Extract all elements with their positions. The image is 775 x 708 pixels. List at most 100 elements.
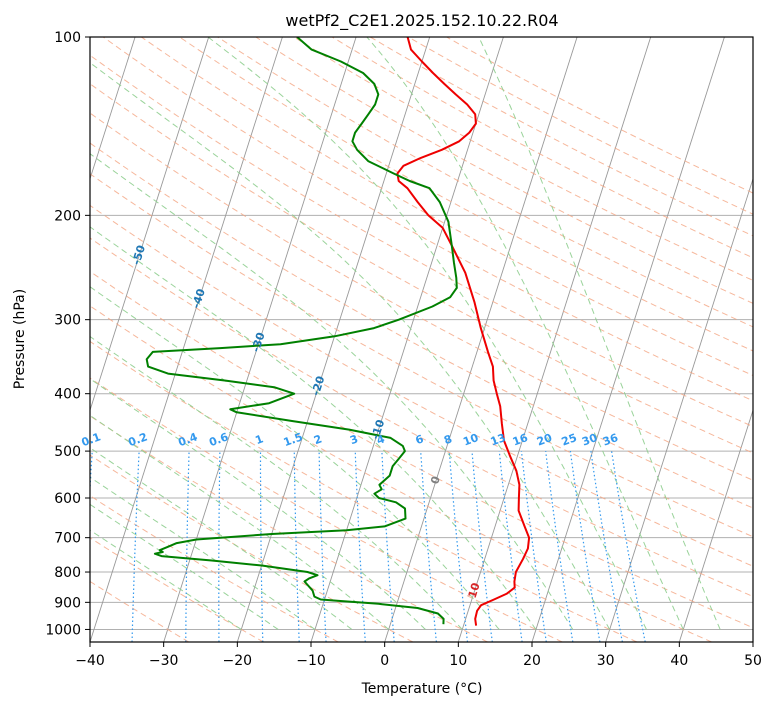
mixing-ratio-label: 6 xyxy=(414,432,426,447)
x-tick-label: 30 xyxy=(597,653,615,669)
dry-adiabat-line xyxy=(90,580,190,642)
mixing-ratio-label: 0.1 xyxy=(80,430,103,449)
isotherm-label: 0 xyxy=(428,474,443,486)
y-axis-title: Pressure (hPa) xyxy=(12,289,28,389)
background-lines xyxy=(0,37,753,642)
x-axis-title: Temperature (°C) xyxy=(361,681,483,697)
dry-adiabat-line xyxy=(90,415,488,642)
moist-adiabat-line xyxy=(90,286,500,630)
isotherm-line xyxy=(163,37,357,642)
mixing-ratio-label: 0.2 xyxy=(127,430,150,449)
y-tick-label: 100 xyxy=(54,30,81,46)
y-tick-label: 200 xyxy=(54,208,81,224)
isotherm-line xyxy=(90,37,283,642)
x-tick-label: 10 xyxy=(449,653,467,669)
mixing-ratio-label: 13 xyxy=(489,431,508,448)
dry-adiabat-line xyxy=(90,112,753,481)
isotherm-label: -40 xyxy=(189,287,208,310)
isotherm-line xyxy=(236,37,431,642)
isotherm-label: -30 xyxy=(249,330,268,353)
isotherm-line xyxy=(457,37,652,642)
mixing-ratio-label: 2 xyxy=(312,432,324,447)
dry-adiabat-line xyxy=(90,537,264,642)
mixing-ratio-label: 20 xyxy=(535,431,554,449)
dry-adiabat-line xyxy=(90,305,712,642)
dry-adiabat-line xyxy=(90,270,753,629)
isotherm-line xyxy=(678,408,753,642)
y-tick-label: 600 xyxy=(54,491,81,507)
moist-adiabat-line xyxy=(90,414,390,630)
x-tick-label: −40 xyxy=(75,653,105,669)
moist-adiabat-line xyxy=(478,37,721,630)
isotherm-line xyxy=(605,177,753,642)
temperature-profile xyxy=(396,37,531,626)
dry-adiabat-line xyxy=(255,37,753,304)
chart-title: wetPf2_C2E1.2025.152.10.22.R04 xyxy=(285,11,558,31)
dry-adiabat-line xyxy=(90,377,563,642)
plot-border xyxy=(89,36,754,643)
dry-adiabat-line xyxy=(141,37,753,377)
isotherm-label: -50 xyxy=(130,243,149,266)
mixing-ratio-line xyxy=(545,451,574,642)
mixing-ratio-line xyxy=(448,451,469,642)
x-tick-label: −10 xyxy=(296,653,326,669)
dry-adiabat-line xyxy=(102,37,753,402)
dry-adiabat-line xyxy=(90,237,753,598)
x-tick-label: 50 xyxy=(744,653,762,669)
y-tick-label: 700 xyxy=(54,531,81,547)
profile-lines xyxy=(145,37,531,626)
isotherm-line xyxy=(90,37,210,412)
mixing-ratio-label: 0.4 xyxy=(177,430,200,449)
y-tick-label: 1000 xyxy=(45,622,81,638)
moist-adiabat-line xyxy=(90,378,426,630)
mixing-ratio-line xyxy=(520,451,547,642)
isotherm-line xyxy=(531,37,725,642)
x-tick-label: −20 xyxy=(223,653,253,669)
x-tick-label: 0 xyxy=(380,653,389,669)
mixing-ratio-label: 36 xyxy=(601,431,620,449)
moist-adiabat-line xyxy=(90,226,537,630)
mixing-ratio-label: 25 xyxy=(560,431,579,448)
mixing-ratio-label: 30 xyxy=(580,431,599,449)
moist-adiabat-line xyxy=(366,37,684,630)
isotherm-line xyxy=(90,37,136,181)
mixing-ratio-line xyxy=(569,451,601,642)
dry-adiabat-line xyxy=(90,340,638,642)
mixing-ratio-label: 1.5 xyxy=(282,430,305,449)
moist-adiabat-line xyxy=(90,335,463,630)
y-tick-label: 500 xyxy=(54,444,81,460)
mixing-ratio-label: 16 xyxy=(511,431,530,449)
isotherm-label: -10 xyxy=(369,418,388,441)
mixing-ratio-line xyxy=(420,451,437,642)
mixing-ratio-line xyxy=(611,451,646,642)
y-tick-label: 300 xyxy=(54,313,81,329)
isotherm-line xyxy=(0,37,61,642)
dry-adiabat-line xyxy=(217,37,753,328)
isotherm-line xyxy=(752,640,753,642)
mixing-ratio-label: 0.6 xyxy=(207,430,230,449)
moist-adiabat-line xyxy=(90,153,574,630)
mixing-ratio-line xyxy=(471,451,493,642)
moist-adiabat-line xyxy=(207,37,647,630)
mixing-ratio-label: 8 xyxy=(442,432,454,447)
y-tick-label: 800 xyxy=(54,565,81,581)
isotherm-line xyxy=(384,37,578,642)
mixing-ratio-line xyxy=(498,451,523,642)
dry-adiabat-line xyxy=(90,142,753,509)
x-tick-label: 20 xyxy=(523,653,541,669)
y-tick-label: 900 xyxy=(54,595,81,611)
axes: −40 −30 −20 −10 0 10 20 30 40 5010009008007006005… xyxy=(45,30,762,669)
y-tick-label: 400 xyxy=(54,387,81,403)
plot-area xyxy=(90,37,753,642)
x-tick-label: 40 xyxy=(670,653,688,669)
mixing-ratio-label: 4 xyxy=(375,432,387,447)
dewpoint-profile xyxy=(145,37,458,625)
plot-background xyxy=(90,37,753,642)
plot-frame xyxy=(89,36,754,643)
x-tick-label: −30 xyxy=(149,653,179,669)
mixing-ratio-label: 3 xyxy=(348,432,360,447)
mixing-ratio-label: 10 xyxy=(461,431,480,449)
isotherm-label: 10 xyxy=(466,581,483,600)
